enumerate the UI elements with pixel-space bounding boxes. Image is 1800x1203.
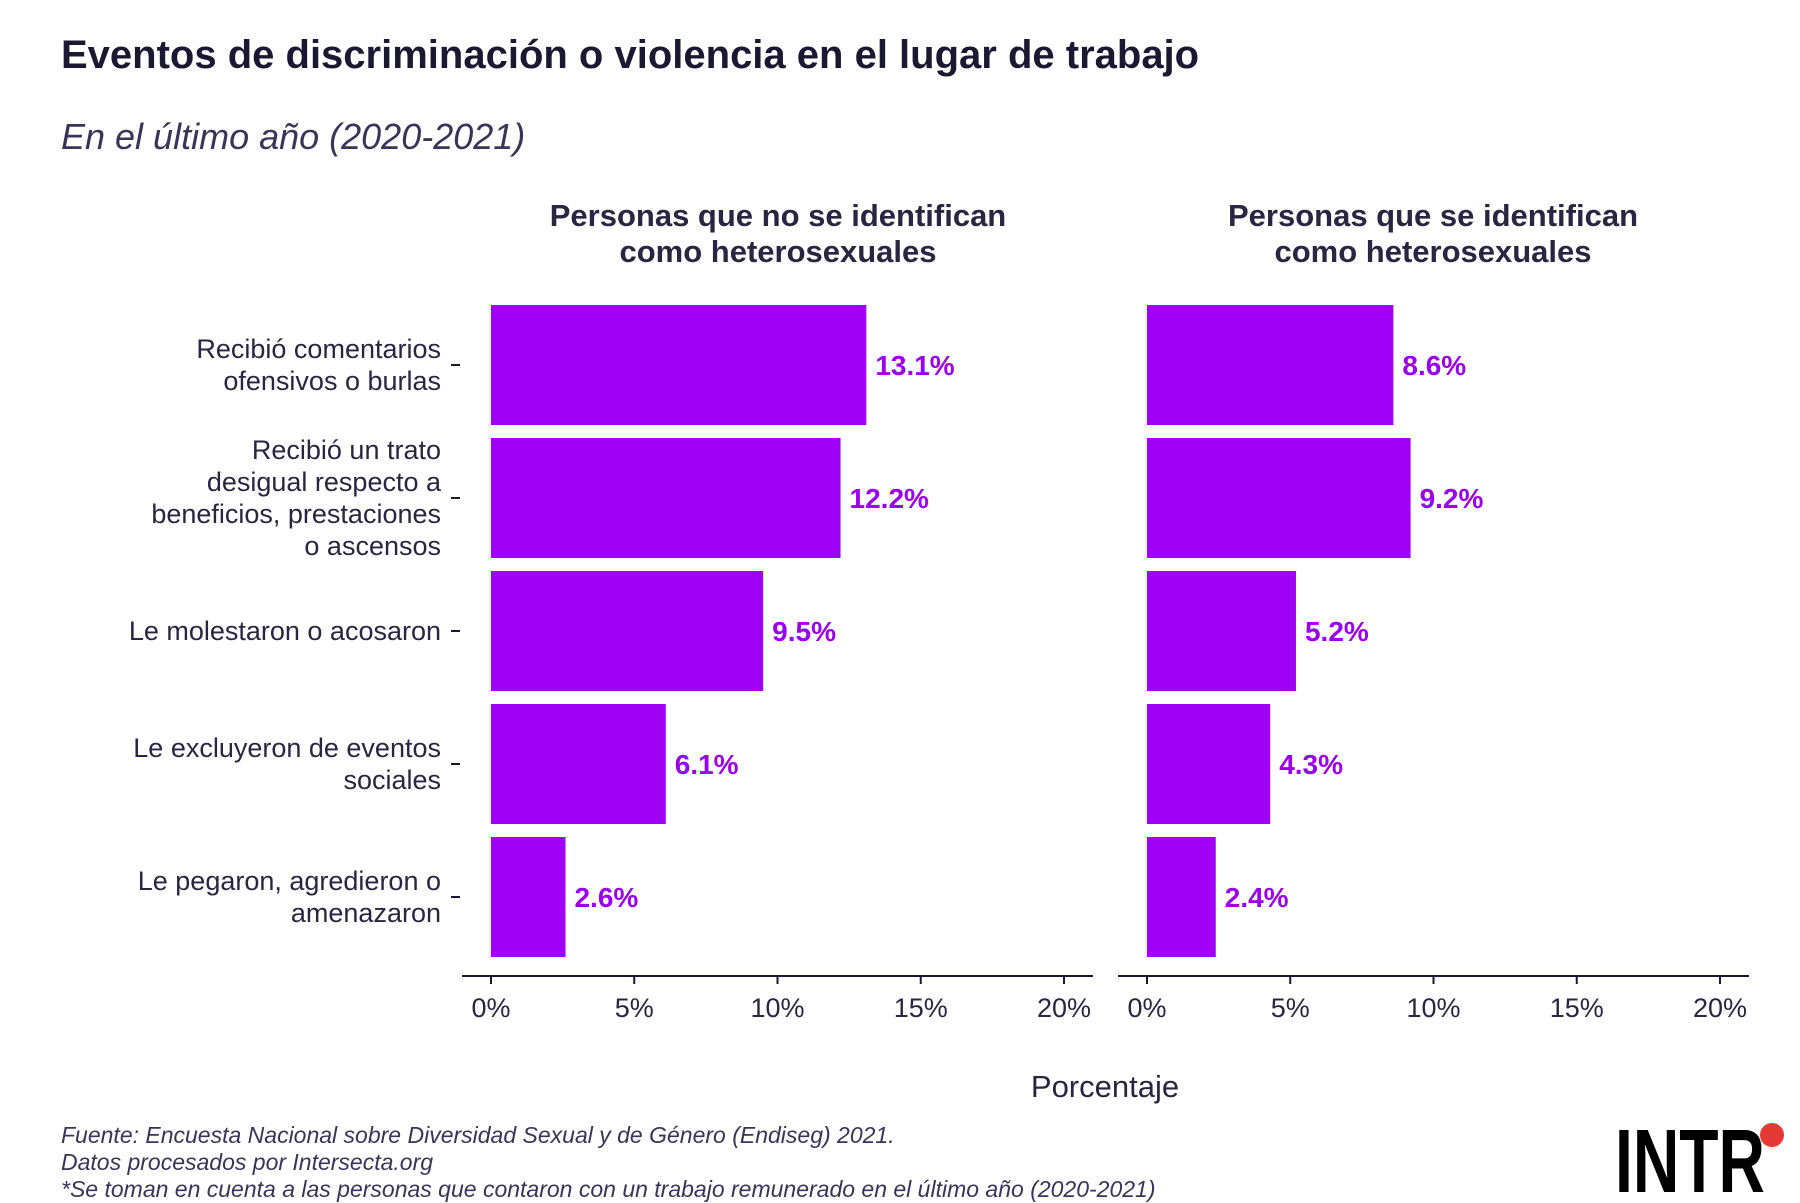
bar-value-label: 4.3% bbox=[1279, 749, 1343, 780]
x-tick-label: 15% bbox=[894, 993, 948, 1023]
bar bbox=[491, 305, 867, 425]
bar bbox=[491, 571, 764, 691]
category-label: Le molestaron o acosaron bbox=[129, 616, 441, 646]
category-label: Le pegaron, agredieron o bbox=[138, 866, 441, 896]
x-tick-label: 10% bbox=[1406, 993, 1460, 1023]
bar bbox=[1147, 837, 1216, 957]
bar-value-label: 9.5% bbox=[772, 616, 836, 647]
category-label: o ascensos bbox=[304, 531, 441, 561]
x-tick-label: 20% bbox=[1693, 993, 1747, 1023]
bar bbox=[491, 837, 566, 957]
x-tick-label: 0% bbox=[1127, 993, 1166, 1023]
x-tick-label: 5% bbox=[615, 993, 654, 1023]
chart-subtitle: En el último año (2020-2021) bbox=[61, 116, 526, 157]
bar bbox=[1147, 704, 1271, 824]
x-tick-label: 10% bbox=[750, 993, 804, 1023]
category-label: ofensivos o burlas bbox=[223, 366, 441, 396]
category-label: Le excluyeron de eventos bbox=[133, 733, 441, 763]
bar bbox=[491, 438, 841, 558]
x-tick-label: 0% bbox=[471, 993, 510, 1023]
footer-processed: Datos procesados por Intersecta.org bbox=[61, 1149, 434, 1175]
bar bbox=[491, 704, 666, 824]
bar-value-label: 2.6% bbox=[574, 882, 638, 913]
bar bbox=[1147, 438, 1411, 558]
x-tick-label: 15% bbox=[1550, 993, 1604, 1023]
chart-title: Eventos de discriminación o violencia en… bbox=[61, 33, 1200, 77]
panel-title: como heterosexuales bbox=[1274, 234, 1591, 269]
x-tick-label: 20% bbox=[1037, 993, 1091, 1023]
footer-source: Fuente: Encuesta Nacional sobre Diversid… bbox=[61, 1122, 895, 1148]
bar-value-label: 9.2% bbox=[1420, 483, 1484, 514]
category-label: Recibió un trato bbox=[252, 435, 441, 465]
intersecta-logo: INTR bbox=[1615, 1122, 1784, 1194]
footer: Fuente: Encuesta Nacional sobre Diversid… bbox=[61, 1122, 1156, 1203]
footer-note: *Se toman en cuenta a las personas que c… bbox=[61, 1176, 1156, 1202]
bar-value-label: 6.1% bbox=[675, 749, 739, 780]
category-label: beneficios, prestaciones bbox=[151, 499, 441, 529]
bar-value-label: 8.6% bbox=[1402, 350, 1466, 381]
x-tick-label: 5% bbox=[1271, 993, 1310, 1023]
bar-value-label: 5.2% bbox=[1305, 616, 1369, 647]
bar-value-label: 12.2% bbox=[850, 483, 929, 514]
category-label: Recibió comentarios bbox=[196, 334, 441, 364]
logo-dot bbox=[1760, 1123, 1784, 1147]
panel-title: como heterosexuales bbox=[619, 234, 936, 269]
bar bbox=[1147, 571, 1296, 691]
x-axis-title: Porcentaje bbox=[1031, 1069, 1179, 1104]
bar bbox=[1147, 305, 1394, 425]
panel-title: Personas que no se identifican bbox=[550, 198, 1007, 233]
category-label: desigual respecto a bbox=[207, 467, 442, 497]
panel-title: Personas que se identifican bbox=[1228, 198, 1638, 233]
category-label: sociales bbox=[343, 765, 441, 795]
bar-value-label: 2.4% bbox=[1225, 882, 1289, 913]
bar-value-label: 13.1% bbox=[875, 350, 954, 381]
category-label: amenazaron bbox=[291, 898, 441, 928]
logo-text: INTR bbox=[1615, 1122, 1765, 1194]
